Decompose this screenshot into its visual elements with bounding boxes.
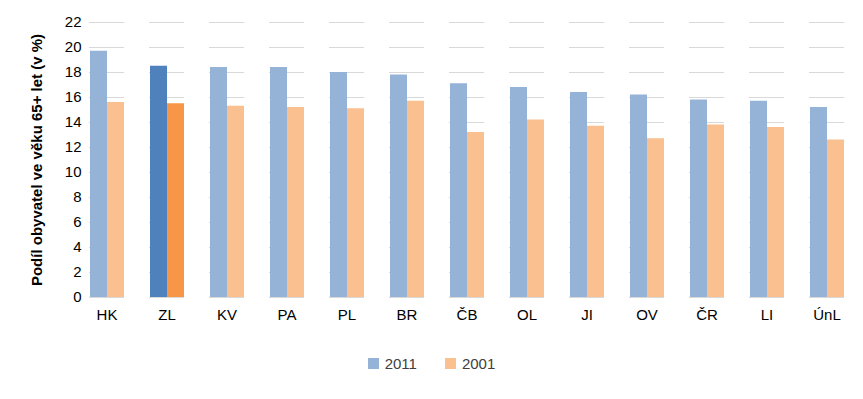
- svg-text:18: 18: [65, 63, 82, 80]
- svg-text:0: 0: [73, 288, 81, 305]
- svg-text:ČR: ČR: [696, 306, 718, 323]
- svg-text:20: 20: [65, 38, 82, 55]
- svg-text:OL: OL: [517, 306, 537, 323]
- html-text:2001: 2001: [461, 355, 496, 372]
- svg-text:ÚnL: ÚnL: [813, 306, 841, 323]
- svg-text:LI: LI: [761, 306, 774, 323]
- svg-text:4: 4: [73, 238, 81, 255]
- svg-text:16: 16: [65, 88, 82, 105]
- svg-text:6: 6: [73, 213, 81, 230]
- svg-text:8: 8: [73, 188, 81, 205]
- svg-text:KV: KV: [217, 306, 237, 323]
- svg-text:OV: OV: [636, 306, 658, 323]
- svg-text:BR: BR: [397, 306, 418, 323]
- svg-text:ČB: ČB: [457, 306, 478, 323]
- svg-text:10: 10: [65, 163, 82, 180]
- svg-text:Podíl obyvatel ve věku 65+ let: Podíl obyvatel ve věku 65+ let (v %): [28, 34, 45, 286]
- svg-text:14: 14: [65, 113, 82, 130]
- svg-text:PL: PL: [338, 306, 356, 323]
- svg-text:22: 22: [65, 13, 82, 30]
- svg-text:HK: HK: [97, 306, 118, 323]
- svg-text:12: 12: [65, 138, 82, 155]
- svg-text:PA: PA: [278, 306, 297, 323]
- svg-text:JI: JI: [581, 306, 593, 323]
- svg-text:ZL: ZL: [158, 306, 176, 323]
- html-text:2011: 2011: [384, 355, 417, 372]
- svg-text:2: 2: [73, 263, 81, 280]
